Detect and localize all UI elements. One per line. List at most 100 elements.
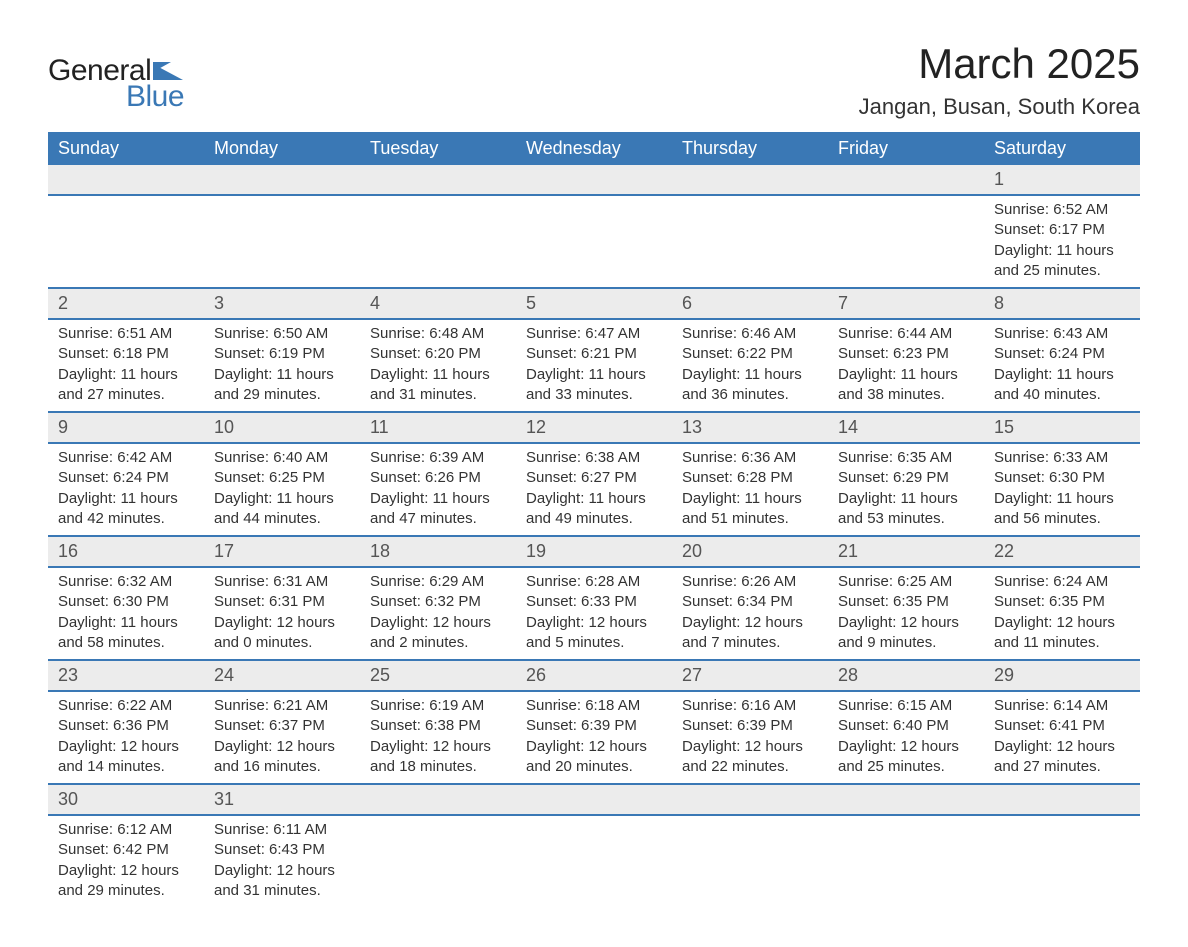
day-ss: Sunset: 6:34 PM [682, 592, 818, 612]
day-content-cell [672, 195, 828, 288]
day-content-cell [360, 815, 516, 907]
day-ss: Sunset: 6:19 PM [214, 344, 350, 364]
day-number-cell [672, 165, 828, 195]
day-content-cell [516, 195, 672, 288]
day-content-cell: Sunrise: 6:38 AMSunset: 6:27 PMDaylight:… [516, 443, 672, 536]
day-d2: and 11 minutes. [994, 633, 1130, 653]
day-ss: Sunset: 6:35 PM [994, 592, 1130, 612]
day-number-cell: 10 [204, 412, 360, 443]
day-sr: Sunrise: 6:48 AM [370, 324, 506, 344]
day-d2: and 51 minutes. [682, 509, 818, 529]
day-d2: and 53 minutes. [838, 509, 974, 529]
day-content-cell [828, 195, 984, 288]
day-content-cell: Sunrise: 6:15 AMSunset: 6:40 PMDaylight:… [828, 691, 984, 784]
day-ss: Sunset: 6:35 PM [838, 592, 974, 612]
page-title: March 2025 [859, 40, 1140, 88]
day-number-cell: 7 [828, 288, 984, 319]
day-number-cell: 28 [828, 660, 984, 691]
day-ss: Sunset: 6:24 PM [994, 344, 1130, 364]
day-ss: Sunset: 6:21 PM [526, 344, 662, 364]
day-d2: and 22 minutes. [682, 757, 818, 777]
day-d1: Daylight: 12 hours [214, 861, 350, 881]
week-content-row: Sunrise: 6:51 AMSunset: 6:18 PMDaylight:… [48, 319, 1140, 412]
week-daynum-row: 9101112131415 [48, 412, 1140, 443]
week-content-row: Sunrise: 6:22 AMSunset: 6:36 PMDaylight:… [48, 691, 1140, 784]
day-content-cell [516, 815, 672, 907]
day-d1: Daylight: 12 hours [58, 861, 194, 881]
day-number-cell: 27 [672, 660, 828, 691]
day-d2: and 16 minutes. [214, 757, 350, 777]
day-ss: Sunset: 6:30 PM [58, 592, 194, 612]
day-number-cell: 18 [360, 536, 516, 567]
day-number-cell: 12 [516, 412, 672, 443]
day-number-cell: 5 [516, 288, 672, 319]
day-sr: Sunrise: 6:26 AM [682, 572, 818, 592]
title-block: March 2025 Jangan, Busan, South Korea [859, 40, 1140, 120]
calendar-header: SundayMondayTuesdayWednesdayThursdayFrid… [48, 132, 1140, 165]
day-content-cell: Sunrise: 6:14 AMSunset: 6:41 PMDaylight:… [984, 691, 1140, 784]
week-daynum-row: 23242526272829 [48, 660, 1140, 691]
day-d1: Daylight: 11 hours [58, 489, 194, 509]
day-content-cell: Sunrise: 6:43 AMSunset: 6:24 PMDaylight:… [984, 319, 1140, 412]
day-d1: Daylight: 11 hours [838, 365, 974, 385]
day-content-cell: Sunrise: 6:46 AMSunset: 6:22 PMDaylight:… [672, 319, 828, 412]
day-d2: and 18 minutes. [370, 757, 506, 777]
day-content-cell: Sunrise: 6:36 AMSunset: 6:28 PMDaylight:… [672, 443, 828, 536]
day-d1: Daylight: 12 hours [682, 737, 818, 757]
day-number-cell: 30 [48, 784, 204, 815]
day-d1: Daylight: 11 hours [994, 489, 1130, 509]
day-sr: Sunrise: 6:46 AM [682, 324, 818, 344]
day-ss: Sunset: 6:40 PM [838, 716, 974, 736]
day-number-cell: 31 [204, 784, 360, 815]
day-number-cell [828, 165, 984, 195]
day-sr: Sunrise: 6:21 AM [214, 696, 350, 716]
day-d2: and 27 minutes. [994, 757, 1130, 777]
day-d2: and 31 minutes. [214, 881, 350, 901]
day-number-cell: 24 [204, 660, 360, 691]
day-number-cell: 17 [204, 536, 360, 567]
day-ss: Sunset: 6:18 PM [58, 344, 194, 364]
calendar-body: 1 Sunrise: 6:52 AMSunset: 6:17 PMDayligh… [48, 165, 1140, 907]
day-sr: Sunrise: 6:25 AM [838, 572, 974, 592]
day-number-cell: 22 [984, 536, 1140, 567]
day-number-cell: 4 [360, 288, 516, 319]
day-number-cell: 25 [360, 660, 516, 691]
day-number-cell [516, 165, 672, 195]
day-ss: Sunset: 6:26 PM [370, 468, 506, 488]
day-d1: Daylight: 12 hours [682, 613, 818, 633]
day-d1: Daylight: 12 hours [994, 613, 1130, 633]
day-content-cell: Sunrise: 6:12 AMSunset: 6:42 PMDaylight:… [48, 815, 204, 907]
day-number-cell: 13 [672, 412, 828, 443]
day-d2: and 29 minutes. [214, 385, 350, 405]
day-number-cell: 26 [516, 660, 672, 691]
day-sr: Sunrise: 6:47 AM [526, 324, 662, 344]
day-d1: Daylight: 12 hours [838, 737, 974, 757]
day-sr: Sunrise: 6:15 AM [838, 696, 974, 716]
day-sr: Sunrise: 6:33 AM [994, 448, 1130, 468]
day-content-cell: Sunrise: 6:26 AMSunset: 6:34 PMDaylight:… [672, 567, 828, 660]
day-content-cell: Sunrise: 6:42 AMSunset: 6:24 PMDaylight:… [48, 443, 204, 536]
day-sr: Sunrise: 6:43 AM [994, 324, 1130, 344]
week-content-row: Sunrise: 6:12 AMSunset: 6:42 PMDaylight:… [48, 815, 1140, 907]
day-ss: Sunset: 6:20 PM [370, 344, 506, 364]
day-content-cell [48, 195, 204, 288]
day-sr: Sunrise: 6:52 AM [994, 200, 1130, 220]
weekday-header: Tuesday [360, 132, 516, 165]
weekday-header: Friday [828, 132, 984, 165]
week-content-row: Sunrise: 6:32 AMSunset: 6:30 PMDaylight:… [48, 567, 1140, 660]
day-number-cell [516, 784, 672, 815]
day-number-cell: 29 [984, 660, 1140, 691]
day-content-cell: Sunrise: 6:51 AMSunset: 6:18 PMDaylight:… [48, 319, 204, 412]
day-content-cell: Sunrise: 6:33 AMSunset: 6:30 PMDaylight:… [984, 443, 1140, 536]
day-content-cell: Sunrise: 6:48 AMSunset: 6:20 PMDaylight:… [360, 319, 516, 412]
day-number-cell [204, 165, 360, 195]
day-d2: and 40 minutes. [994, 385, 1130, 405]
day-d2: and 7 minutes. [682, 633, 818, 653]
day-d1: Daylight: 12 hours [370, 737, 506, 757]
day-number-cell: 21 [828, 536, 984, 567]
day-content-cell: Sunrise: 6:52 AMSunset: 6:17 PMDaylight:… [984, 195, 1140, 288]
day-d1: Daylight: 11 hours [58, 365, 194, 385]
day-number-cell [984, 784, 1140, 815]
day-content-cell: Sunrise: 6:31 AMSunset: 6:31 PMDaylight:… [204, 567, 360, 660]
day-content-cell: Sunrise: 6:18 AMSunset: 6:39 PMDaylight:… [516, 691, 672, 784]
